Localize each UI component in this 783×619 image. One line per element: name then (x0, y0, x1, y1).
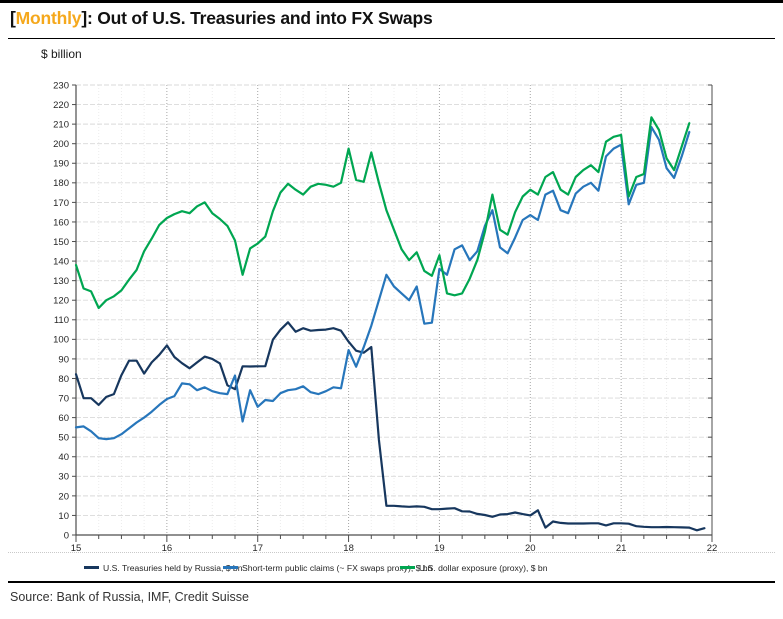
title-text: ]: Out of U.S. Treasuries and into FX Sw… (81, 8, 433, 28)
legend-swatch-3 (400, 566, 415, 569)
title-rule (8, 38, 775, 39)
y-tick-label: 120 (53, 296, 69, 307)
y-tick-label: 90 (58, 354, 69, 365)
series-line-1 (74, 321, 706, 532)
y-tick-label: 110 (54, 315, 69, 326)
source-text: Source: Bank of Russia, IMF, Credit Suis… (10, 590, 249, 604)
legend-label-2: Short-term public claims (~ FX swaps pro… (242, 563, 433, 573)
y-tick-label: 10 (58, 511, 69, 522)
y-tick-label: 100 (53, 335, 69, 346)
legend-label-1: U.S. Treasuries held by Russia, $ bn (103, 563, 243, 573)
y-tick-label: 40 (58, 452, 69, 463)
y-tick-label: 190 (53, 159, 69, 170)
x-tick-label: 22 (707, 543, 718, 554)
y-tick-label: 230 (53, 80, 69, 91)
y-tick-label: 60 (58, 413, 69, 424)
y-tick-label: 30 (58, 472, 69, 483)
page-title: [Monthly]: Out of U.S. Treasuries and in… (10, 8, 433, 29)
y-tick-label: 180 (53, 178, 69, 189)
legend-swatch-1 (84, 566, 99, 569)
units-label: $ billion (41, 47, 82, 61)
y-tick-label: 220 (53, 100, 69, 111)
y-tick-label: 20 (58, 491, 69, 502)
legend-label-3: U.S. dollar exposure (proxy), $ bn (419, 563, 548, 573)
y-tick-label: 50 (58, 433, 69, 444)
y-tick-label: 160 (53, 217, 69, 228)
y-tick-label: 150 (53, 237, 69, 248)
legend-item-2: Short-term public claims (~ FX swaps pro… (223, 563, 432, 573)
y-tick-label: 130 (53, 276, 69, 287)
top-bar (0, 0, 783, 3)
x-tick-label: 15 (71, 543, 82, 554)
source-rule (8, 581, 775, 583)
legend-separator (8, 552, 775, 553)
y-tick-label: 80 (58, 374, 69, 385)
y-tick-label: 210 (53, 120, 69, 131)
series-line-3 (74, 116, 691, 310)
y-tick-label: 70 (58, 393, 69, 404)
x-tick-label: 16 (162, 543, 173, 554)
x-tick-label: 17 (252, 543, 263, 554)
y-tick-label: 0 (64, 530, 69, 541)
x-tick-label: 21 (616, 543, 627, 554)
legend-item-3: U.S. dollar exposure (proxy), $ bn (400, 563, 548, 573)
x-tick-label: 19 (434, 543, 445, 554)
y-tick-label: 200 (53, 139, 69, 150)
title-highlight: Monthly (15, 8, 82, 28)
legend: U.S. Treasuries held by Russia, $ bn Shor… (0, 561, 783, 577)
x-tick-label: 20 (525, 543, 536, 554)
series-line-2 (74, 125, 691, 441)
y-tick-label: 140 (53, 256, 69, 267)
legend-item-1: U.S. Treasuries held by Russia, $ bn (84, 563, 242, 573)
title-bracket-open: [ (10, 8, 16, 28)
y-tick-label: 170 (53, 198, 69, 209)
legend-swatch-2 (223, 566, 238, 569)
x-tick-label: 18 (343, 543, 354, 554)
